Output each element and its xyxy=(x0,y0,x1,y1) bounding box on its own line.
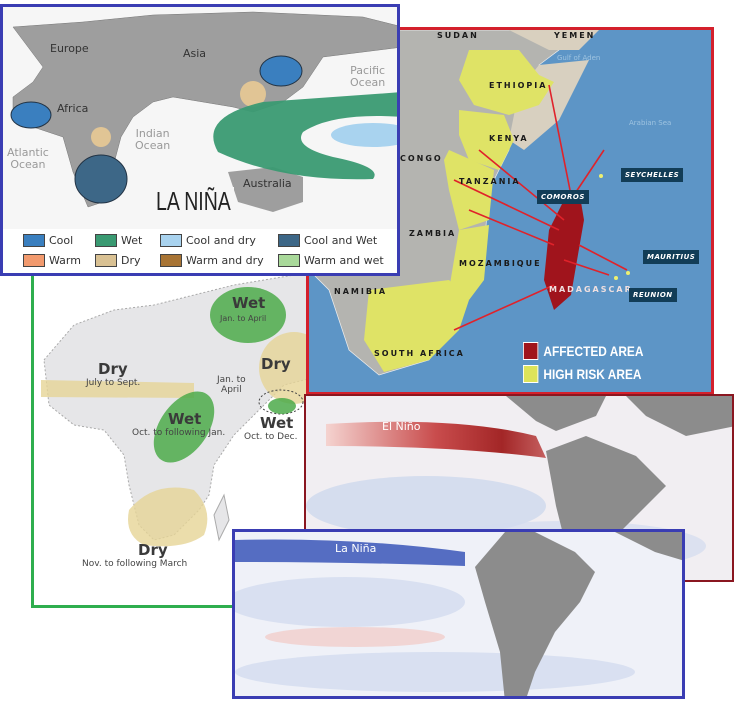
legend-swatch xyxy=(278,234,300,247)
legend-swatch xyxy=(523,365,539,383)
legend-swatch xyxy=(23,254,45,267)
country-label: ZAMBIA xyxy=(409,229,457,238)
country-label: MOZAMBIQUE xyxy=(459,259,542,268)
africa-seasonal-map-graphic xyxy=(41,274,318,547)
country-label: CONGO xyxy=(400,154,443,163)
region-period: Oct. to following Jan. xyxy=(132,428,226,438)
legend-label: Warm and dry xyxy=(186,254,264,267)
legend-item: AFFECTED AREA xyxy=(523,342,643,360)
legend-item: Cool xyxy=(23,234,73,247)
australia-label: Australia xyxy=(243,177,292,190)
legend-item: Cool and Wet xyxy=(278,234,377,247)
country-label: SOUTH AFRICA xyxy=(374,349,465,358)
sea-label: Arabian Sea xyxy=(629,119,672,127)
legend-label: Cool xyxy=(49,234,74,247)
legend-swatch xyxy=(95,234,117,247)
asia-label: Asia xyxy=(183,47,207,60)
region-label: Wet xyxy=(232,294,266,312)
atlantic-ocean-label: Atlantic Ocean xyxy=(7,146,49,172)
la-nina-sst-graphic xyxy=(235,532,682,696)
country-label: ETHIOPIA xyxy=(489,81,548,90)
legend-swatch xyxy=(23,234,45,247)
la-nina-title: LA NIÑA xyxy=(153,187,234,216)
legend-item: Wet xyxy=(95,234,142,247)
legend-item: Warm xyxy=(23,254,81,267)
island-callout: MAURITIUS xyxy=(643,250,700,264)
legend-item: HIGH RISK AREA xyxy=(523,365,641,383)
region-period: Jan. to April xyxy=(217,375,246,395)
region-label: Dry xyxy=(261,355,291,373)
legend-label: Dry xyxy=(121,254,141,267)
country-label: YEMEN xyxy=(554,31,596,40)
legend-swatch xyxy=(95,254,117,267)
la-nina-sst-map: La Niña xyxy=(232,529,685,699)
region-label: Wet xyxy=(260,414,294,432)
country-label: NAMIBIA xyxy=(334,287,388,296)
legend-item: Cool and dry xyxy=(160,234,256,247)
country-label: TANZANIA xyxy=(459,177,521,186)
africa-seasonal-map: Wet Jan. to April Dry July to Sept. Dry … xyxy=(31,262,321,608)
region-period: July to Sept. xyxy=(86,378,141,388)
legend-swatch xyxy=(160,234,182,247)
region-period: Oct. to Dec. xyxy=(244,432,298,442)
region-label: Wet xyxy=(168,410,202,428)
el-nino-label: El Niño xyxy=(382,420,421,433)
island-callout: COMOROS xyxy=(537,190,589,204)
legend-label: Wet xyxy=(121,234,143,247)
sea-label: Gulf of Aden xyxy=(557,54,601,62)
legend-item: Dry xyxy=(95,254,141,267)
legend-swatch xyxy=(278,254,300,267)
country-label: MADAGASCAR xyxy=(549,285,633,294)
region-label: Dry xyxy=(98,360,128,378)
europe-label: Europe xyxy=(50,42,89,55)
island-callout: REUNION xyxy=(629,288,677,302)
africa-label: Africa xyxy=(57,102,89,115)
legend-item: Warm and dry xyxy=(160,254,264,267)
legend-label: AFFECTED AREA xyxy=(543,343,644,359)
pacific-ocean-label: Pacific Ocean xyxy=(350,64,386,90)
legend-label: HIGH RISK AREA xyxy=(543,366,642,382)
island-callout: SEYCHELLES xyxy=(621,168,684,182)
country-label: SUDAN xyxy=(437,31,479,40)
region-label: Dry xyxy=(138,541,168,559)
legend-label: Cool and dry xyxy=(186,234,256,247)
legend-swatch xyxy=(523,342,539,360)
legend-label: Warm and wet xyxy=(304,254,384,267)
legend-item: Warm and wet xyxy=(278,254,384,267)
legend-label: Warm xyxy=(49,254,81,267)
country-label: KENYA xyxy=(489,134,529,143)
indian-ocean-label: Indian Ocean xyxy=(135,127,171,153)
legend-label: Cool and Wet xyxy=(304,234,378,247)
arrows xyxy=(453,84,628,331)
region-period: Jan. to April xyxy=(220,314,267,323)
legend-swatch xyxy=(160,254,182,267)
region-period: Nov. to following March xyxy=(82,559,188,569)
la-nina-label: La Niña xyxy=(335,542,377,555)
la-nina-impacts-map: Europe Asia Africa Indian Ocean Atlantic… xyxy=(0,4,400,276)
